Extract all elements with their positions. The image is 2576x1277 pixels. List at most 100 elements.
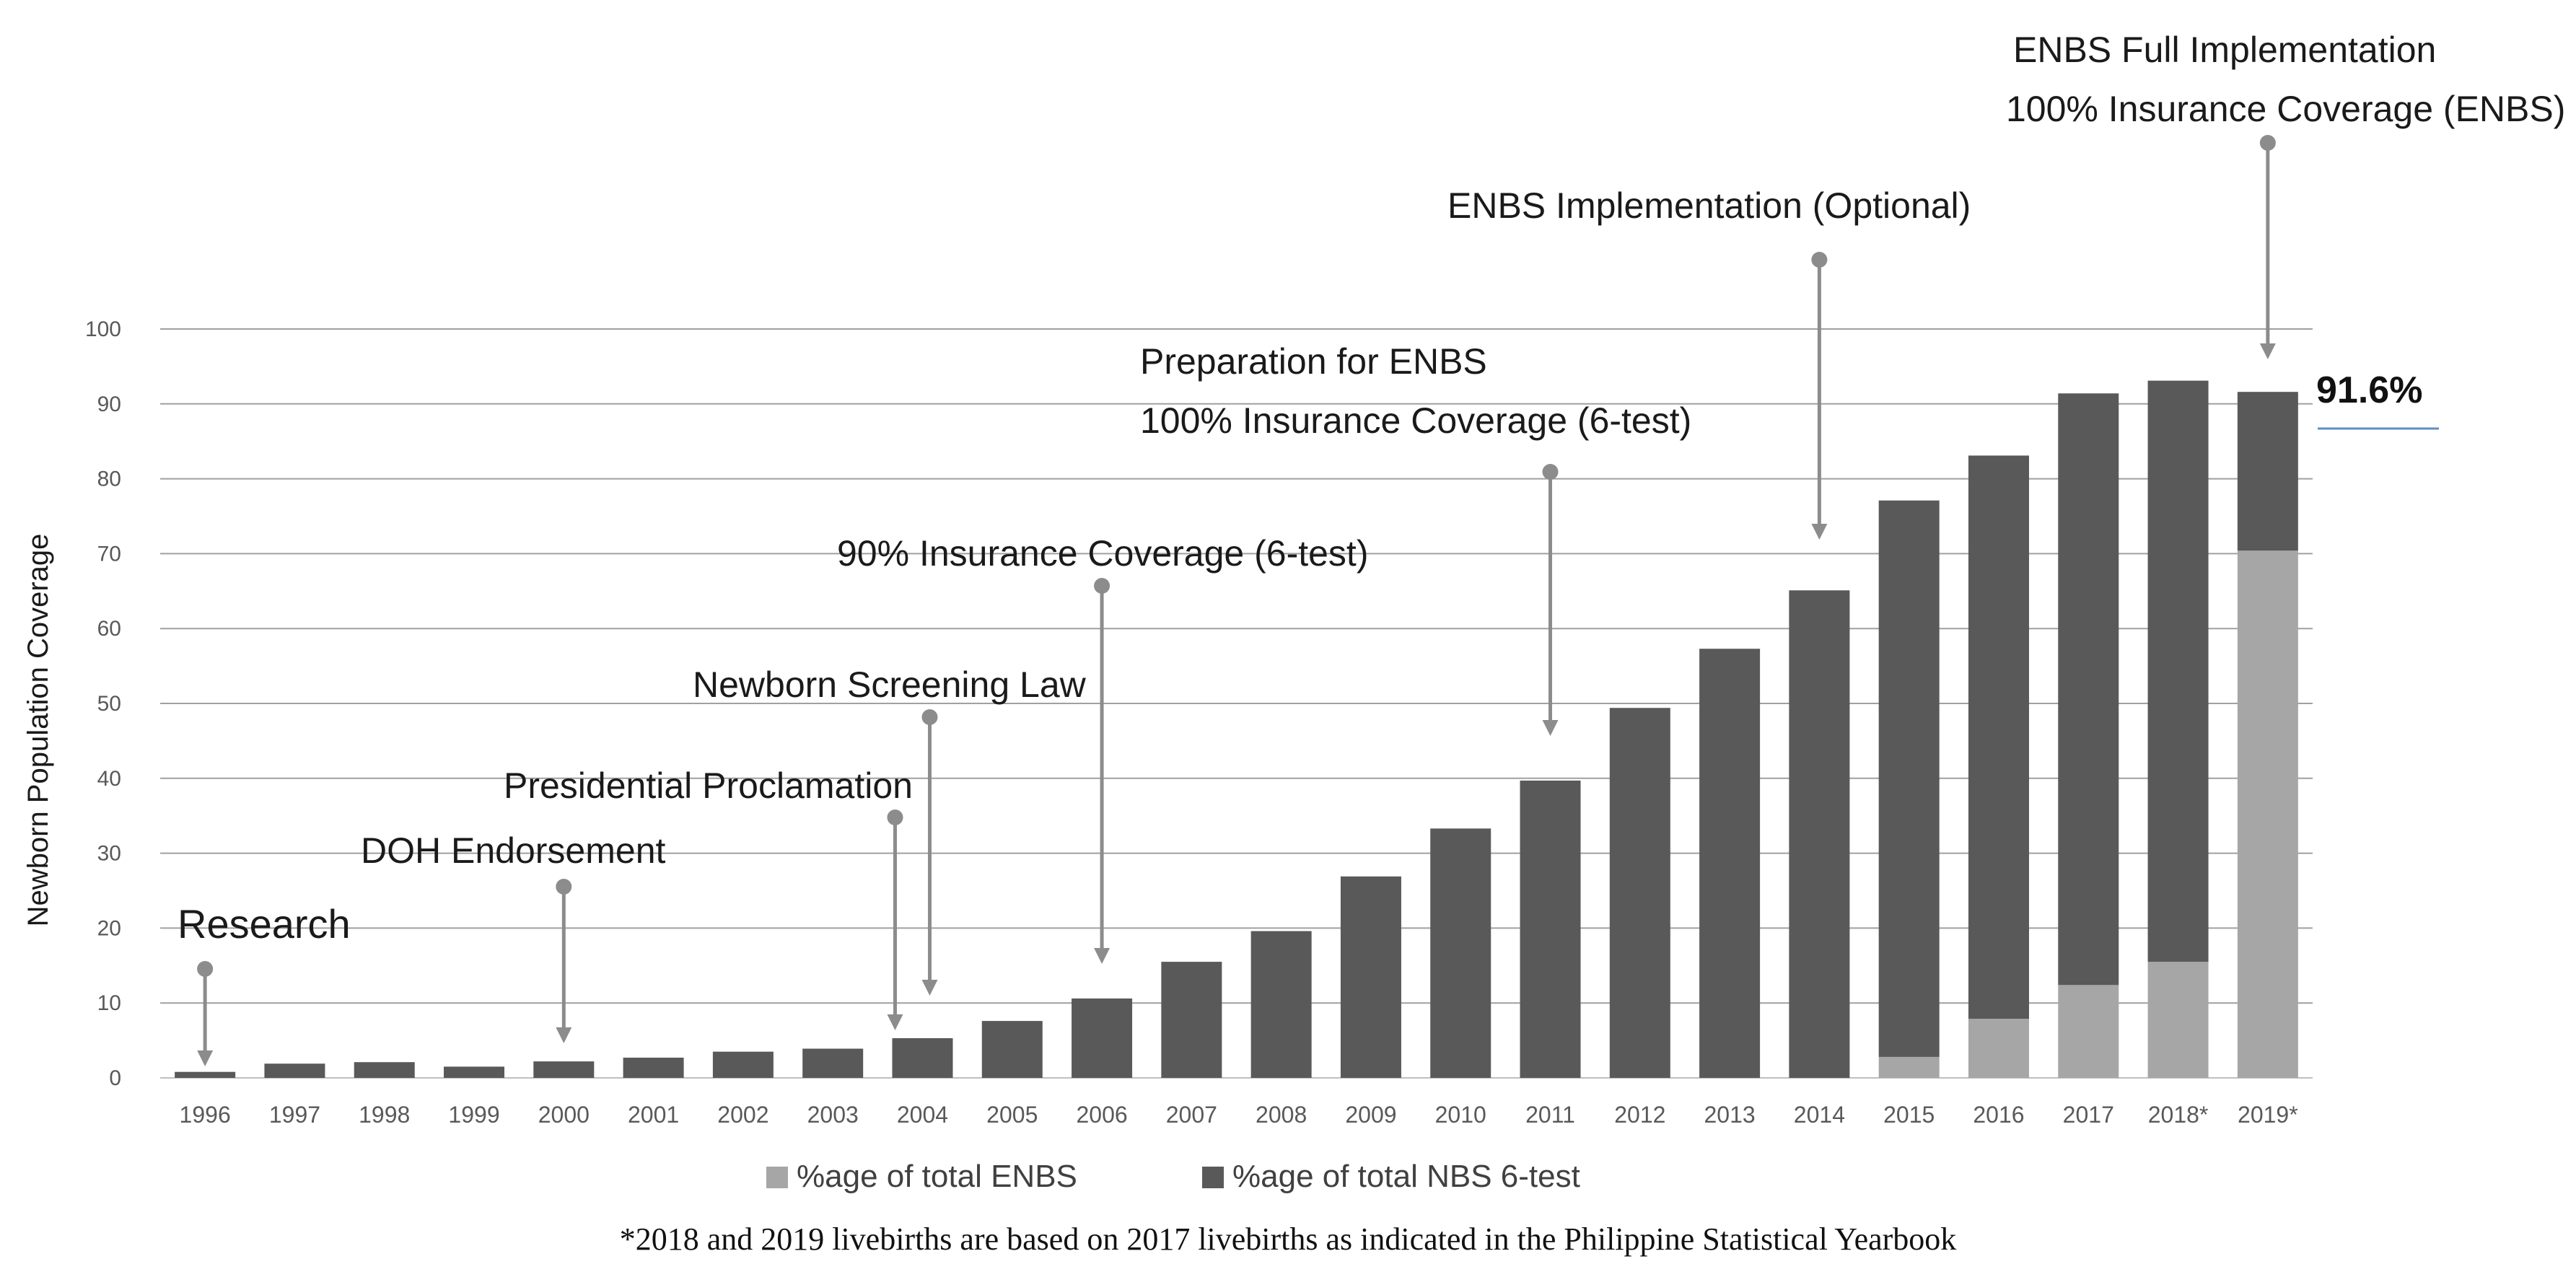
y-axis-ticks: 0 10 20 30 40 50 60 70 80 90 100 — [85, 317, 121, 1090]
annotation-text: Presidential Proclamation — [504, 765, 913, 806]
x-tick-label: 2010 — [1435, 1102, 1486, 1128]
annotation-dot — [1811, 252, 1828, 268]
bar-nbs6-2016 — [1968, 455, 2029, 1019]
annotation: Presidential Proclamation — [504, 765, 913, 1030]
x-tick-label: 2002 — [717, 1102, 768, 1128]
bar-nbs6-2011 — [1520, 780, 1581, 1078]
legend-label-enbs: %age of total ENBS — [797, 1159, 1077, 1194]
bar-nbs6-1999 — [444, 1066, 505, 1078]
y-tick-label: 70 — [97, 542, 121, 566]
bar-enbs-2019 — [2237, 550, 2298, 1078]
x-tick-label: 2012 — [1614, 1102, 1665, 1128]
annotation-text: ENBS Full Implementation — [2013, 30, 2436, 70]
x-tick-label: 2004 — [897, 1102, 948, 1128]
bar-nbs6-2010 — [1430, 828, 1491, 1078]
total-coverage-label: 91.6% — [2316, 369, 2422, 411]
y-tick-label: 10 — [97, 991, 121, 1015]
annotation-text: 90% Insurance Coverage (6-test) — [837, 533, 1368, 574]
x-tick-label: 2006 — [1076, 1102, 1127, 1128]
x-tick-label: 2019* — [2238, 1102, 2298, 1128]
y-tick-label: 30 — [97, 842, 121, 866]
bar-nbs6-1996 — [175, 1071, 236, 1078]
bar-nbs6-2017 — [2058, 393, 2119, 986]
x-tick-label: 2003 — [807, 1102, 859, 1128]
bar-nbs6-2012 — [1609, 708, 1670, 1078]
annotation-arrowhead — [1094, 948, 1110, 964]
bar-nbs6-1998 — [354, 1062, 415, 1078]
x-axis-ticks: 1996 1997 1998 1999 2000 2001 2002 2003 2004 2005… — [180, 1102, 2298, 1128]
x-tick-label: 2008 — [1256, 1102, 1307, 1128]
bar-nbs6-2015 — [1878, 500, 1940, 1057]
bar-nbs6-2003 — [802, 1048, 864, 1078]
annotation: Newborn Screening Law — [693, 664, 1087, 996]
y-tick-label: 100 — [85, 317, 121, 341]
y-axis-title: Newborn Population Coverage — [22, 534, 54, 927]
annotation: Research — [178, 901, 351, 1066]
legend-swatch-enbs — [766, 1167, 788, 1188]
bar-nbs6-2019 — [2237, 392, 2298, 551]
grid-lines — [160, 328, 2313, 1079]
bar-nbs6-2008 — [1250, 931, 1312, 1078]
annotation: Preparation for ENBS 100% Insurance Cover… — [1140, 341, 1691, 736]
annotation: ENBS Full Implementation 100% Insurance C… — [2006, 30, 2565, 359]
x-tick-label: 2016 — [1973, 1102, 2024, 1128]
x-tick-label: 2001 — [628, 1102, 679, 1128]
x-tick-label: 2018* — [2148, 1102, 2209, 1128]
bar-nbs6-2009 — [1340, 876, 1401, 1078]
annotation-arrowhead — [197, 1050, 214, 1066]
annotation-arrowhead — [556, 1027, 572, 1043]
legend-label-nbs: %age of total NBS 6-test — [1232, 1159, 1580, 1194]
bar-nbs6-2000 — [533, 1061, 595, 1078]
x-tick-label: 2000 — [538, 1102, 590, 1128]
x-tick-label: 2017 — [2063, 1102, 2114, 1128]
annotation-dot — [887, 809, 903, 825]
annotation-text: 100% Insurance Coverage (ENBS) — [2006, 89, 2565, 129]
y-tick-label: 50 — [97, 692, 121, 716]
annotation-arrowhead — [2259, 343, 2276, 359]
bar-nbs6-2004 — [892, 1037, 953, 1078]
x-tick-label: 1999 — [448, 1102, 499, 1128]
annotation: 90% Insurance Coverage (6-test) — [837, 533, 1368, 964]
annotation-arrowhead — [921, 980, 938, 996]
bar-enbs-2016 — [1968, 1018, 2029, 1078]
annotation-dot — [197, 961, 214, 977]
annotation-text: Preparation for ENBS — [1140, 341, 1487, 382]
x-tick-label: 2014 — [1794, 1102, 1845, 1128]
annotation-text: Newborn Screening Law — [693, 664, 1087, 705]
bar-nbs6-2013 — [1699, 649, 1761, 1078]
x-tick-label: 1996 — [180, 1102, 231, 1128]
bar-nbs6-2001 — [623, 1057, 684, 1078]
y-tick-label: 0 — [109, 1066, 121, 1090]
annotation-arrowhead — [1542, 720, 1559, 736]
annotation-arrowhead — [1811, 524, 1828, 540]
footnote: *2018 and 2019 livebirths are based on 2… — [620, 1221, 1957, 1257]
annotation: ENBS Implementation (Optional) — [1447, 185, 1971, 540]
x-tick-label: 2015 — [1883, 1102, 1935, 1128]
annotation-text: Research — [178, 901, 351, 947]
x-tick-label: 2005 — [986, 1102, 1038, 1128]
bar-nbs6-2007 — [1161, 962, 1222, 1078]
bars — [175, 380, 2298, 1078]
annotation-dot — [2259, 135, 2276, 151]
annotation-dot — [1542, 464, 1559, 480]
annotation: DOH Endorsement — [361, 830, 665, 1043]
y-tick-label: 90 — [97, 392, 121, 416]
y-tick-label: 40 — [97, 767, 121, 791]
annotation-dot — [921, 709, 938, 725]
bar-nbs6-1997 — [264, 1063, 325, 1078]
y-tick-label: 20 — [97, 916, 121, 940]
bar-nbs6-2002 — [712, 1051, 774, 1078]
legend: %age of total ENBS %age of total NBS 6-t… — [766, 1159, 1580, 1194]
x-tick-label: 1997 — [269, 1102, 320, 1128]
x-tick-label: 2013 — [1704, 1102, 1756, 1128]
y-tick-label: 60 — [97, 617, 121, 641]
x-tick-label: 1998 — [359, 1102, 410, 1128]
legend-swatch-nbs — [1202, 1167, 1224, 1188]
bar-nbs6-2006 — [1072, 998, 1133, 1078]
annotation-text: ENBS Implementation (Optional) — [1447, 185, 1971, 226]
y-tick-label: 80 — [97, 468, 121, 491]
bar-enbs-2015 — [1878, 1056, 1940, 1078]
bar-enbs-2018 — [2147, 962, 2209, 1078]
